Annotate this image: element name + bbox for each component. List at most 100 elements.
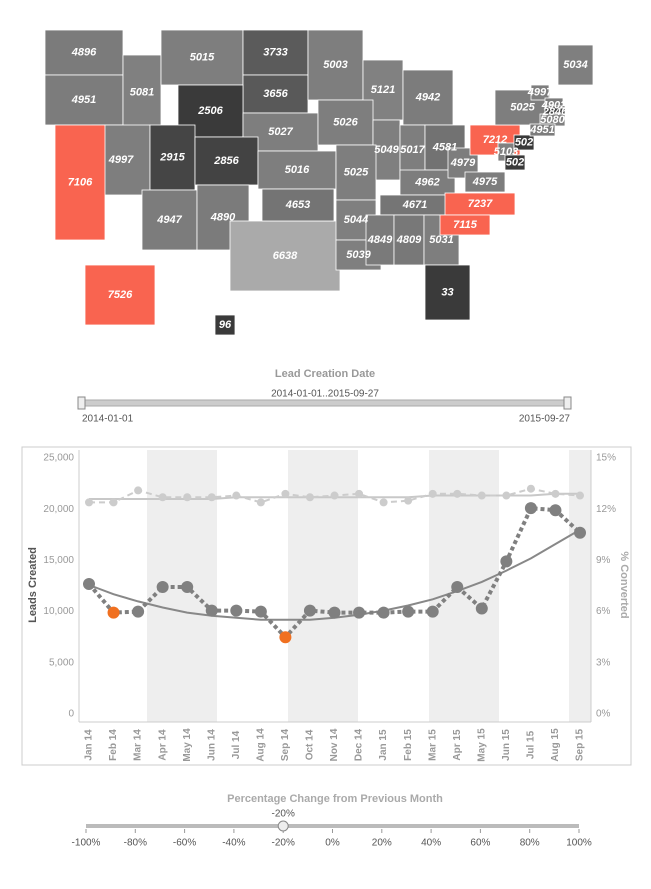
data-point[interactable] <box>402 605 415 618</box>
x-tick-label: Aug 15 <box>550 728 561 762</box>
data-point[interactable] <box>134 486 143 495</box>
data-point[interactable] <box>574 526 586 539</box>
state[interactable] <box>424 264 471 321</box>
data-point[interactable] <box>256 498 265 507</box>
state[interactable] <box>365 214 395 266</box>
data-point[interactable] <box>453 489 462 498</box>
state-value: 4942 <box>415 91 440 103</box>
slider-tick-label: -40% <box>222 838 245 849</box>
state[interactable] <box>557 44 594 86</box>
data-point[interactable] <box>181 581 194 594</box>
data-point[interactable] <box>377 606 390 619</box>
data-point[interactable] <box>426 605 439 618</box>
slider-tick-label: -100% <box>72 838 101 849</box>
data-point[interactable] <box>279 631 292 644</box>
state[interactable] <box>84 264 156 326</box>
state[interactable] <box>160 29 244 86</box>
data-point[interactable] <box>205 604 218 617</box>
data-point[interactable] <box>305 493 314 502</box>
state[interactable] <box>229 220 341 292</box>
state-value: 2846 <box>542 106 568 118</box>
data-point[interactable] <box>379 498 388 507</box>
state[interactable] <box>317 99 374 146</box>
data-point[interactable] <box>232 491 241 500</box>
data-point[interactable] <box>107 606 120 619</box>
data-point[interactable] <box>83 577 95 590</box>
state[interactable] <box>504 154 526 171</box>
state-value: 5027 <box>268 126 293 138</box>
data-point[interactable] <box>328 606 341 619</box>
state[interactable] <box>530 84 550 101</box>
data-point[interactable] <box>156 581 169 594</box>
x-tick-label: May 15 <box>476 728 487 762</box>
state[interactable] <box>54 124 106 241</box>
data-point[interactable] <box>254 605 267 618</box>
y2-tick-label: 0% <box>596 709 611 720</box>
state[interactable] <box>242 74 309 114</box>
data-point[interactable] <box>549 504 562 517</box>
state-value: 5039 <box>346 249 371 261</box>
state[interactable] <box>439 214 491 236</box>
data-point[interactable] <box>158 493 167 502</box>
state-value: 5049 <box>374 144 399 156</box>
data-point[interactable] <box>526 484 535 493</box>
state[interactable] <box>399 124 426 176</box>
slider-tick-label: 80% <box>520 838 540 849</box>
data-point[interactable] <box>281 489 290 498</box>
data-point[interactable] <box>230 604 243 617</box>
x-tick-label: Feb 14 <box>108 729 119 761</box>
state-value: 96 <box>219 319 232 331</box>
state[interactable] <box>307 29 364 101</box>
data-point[interactable] <box>524 502 537 515</box>
state[interactable] <box>257 150 337 190</box>
data-point[interactable] <box>207 493 216 502</box>
data-point[interactable] <box>576 491 584 500</box>
slider-handle[interactable] <box>277 820 289 832</box>
state[interactable] <box>464 171 506 193</box>
state[interactable] <box>529 123 556 137</box>
y-tick-label: 15,000 <box>43 555 74 566</box>
data-point[interactable] <box>551 489 560 498</box>
state-value: 4947 <box>156 214 182 226</box>
data-point[interactable] <box>502 491 511 500</box>
y-tick-label: 5,000 <box>49 657 74 668</box>
date-start: 2014-01-01 <box>82 414 134 425</box>
state[interactable] <box>194 136 259 186</box>
band <box>288 450 358 722</box>
data-point[interactable] <box>330 491 339 500</box>
state[interactable] <box>44 29 124 76</box>
state[interactable] <box>372 119 401 181</box>
data-point[interactable] <box>353 606 366 619</box>
data-point[interactable] <box>477 491 486 500</box>
date-slider-handle[interactable] <box>563 396 572 410</box>
data-point[interactable] <box>451 581 464 594</box>
state-value: 5121 <box>371 84 395 96</box>
data-point[interactable] <box>500 555 513 568</box>
data-point[interactable] <box>183 493 192 502</box>
data-point[interactable] <box>303 604 316 617</box>
state[interactable] <box>402 69 454 126</box>
data-point[interactable] <box>355 489 364 498</box>
state[interactable] <box>335 144 377 201</box>
state[interactable] <box>214 314 236 336</box>
x-tick-label: Dec 14 <box>354 728 365 761</box>
state-value: 7106 <box>68 176 93 188</box>
state[interactable] <box>122 54 162 131</box>
data-point[interactable] <box>428 489 437 498</box>
state[interactable] <box>393 214 425 266</box>
data-point[interactable] <box>404 496 413 505</box>
data-point[interactable] <box>132 605 145 618</box>
data-point[interactable] <box>475 602 488 615</box>
x-tick-label: May 14 <box>182 728 193 762</box>
x-tick-label: Mar 15 <box>427 729 438 761</box>
date-slider-track[interactable] <box>79 399 571 407</box>
x-tick-label: Feb 15 <box>403 729 414 761</box>
data-point[interactable] <box>85 498 93 507</box>
state-value: 4951 <box>71 94 96 106</box>
data-point[interactable] <box>109 498 118 507</box>
state[interactable] <box>261 188 335 222</box>
state-value: 5003 <box>323 59 347 71</box>
state[interactable] <box>513 134 535 151</box>
date-slider-handle[interactable] <box>77 396 86 410</box>
state[interactable] <box>141 189 198 251</box>
